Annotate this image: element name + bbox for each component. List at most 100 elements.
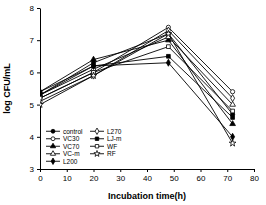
y-tick: 5: [30, 101, 40, 110]
legend-entry: L200: [46, 158, 78, 165]
series-marker: [166, 59, 170, 66]
legend-entry: VC-m: [46, 150, 80, 157]
legend-label: VC70: [63, 143, 80, 150]
x-tick: 30: [116, 169, 125, 183]
x-tick: 70: [223, 169, 232, 183]
x-axis: 0 10 20 30 40 50 60 70 80: [38, 169, 259, 183]
y-tick-label: 3: [30, 165, 35, 174]
series-line: [40, 40, 233, 124]
y-axis: 3 4 5 6 7 8: [30, 4, 41, 174]
series-line: [40, 31, 233, 102]
legend-label: LJ-m: [107, 135, 121, 142]
x-tick: 10: [63, 169, 72, 183]
y-tick-mark: [37, 8, 40, 9]
legend-label: L270: [107, 128, 122, 135]
series-marker: [231, 116, 235, 120]
legend-entry: WF: [90, 143, 117, 150]
series-marker: [40, 101, 43, 107]
legend-entry: VC70: [46, 143, 80, 150]
y-tick: 8: [30, 4, 40, 13]
x-tick: 20: [90, 169, 99, 183]
series-line: [40, 34, 233, 143]
y-tick-label: 7: [30, 36, 35, 45]
x-tick-mark: [254, 169, 255, 172]
legend-marker: [51, 129, 55, 133]
y-tick: 6: [30, 68, 40, 77]
x-tick-label: 10: [63, 174, 72, 183]
legend-marker: [51, 158, 55, 164]
legend-marker: [51, 137, 55, 141]
y-tick-mark: [37, 105, 40, 106]
series-marker: [165, 30, 172, 36]
y-tick-label: 6: [30, 68, 35, 77]
y-tick-label: 8: [30, 4, 35, 13]
x-tick-label: 30: [116, 174, 125, 183]
x-tick-label: 70: [223, 174, 232, 183]
series-line: [40, 63, 233, 137]
x-tick-mark: [201, 169, 202, 172]
series-marker: [231, 95, 235, 102]
legend: controlVC30VC70VC-mL200 L270LJ-mWFRF: [46, 128, 122, 165]
series-marker: [231, 109, 235, 113]
legend-label: control: [63, 128, 83, 135]
series-marker: [90, 72, 97, 78]
legend-marker: [94, 150, 100, 156]
data-area: [40, 25, 236, 146]
x-tick-mark: [67, 169, 68, 172]
plot: 0 10 20 30 40 50 60 70 80 3 4 5 6 7 8 controlVC30VC70VC…: [30, 4, 260, 183]
legend-label: WF: [107, 143, 117, 150]
x-tick-mark: [227, 169, 228, 172]
legend-entry: LJ-m: [90, 135, 121, 142]
legend-label: RF: [107, 150, 116, 157]
legend-label: VC30: [63, 135, 80, 142]
series-marker: [40, 96, 42, 100]
x-tick-label: 20: [90, 174, 99, 183]
series-marker: [91, 56, 97, 61]
y-tick-mark: [37, 137, 40, 138]
legend-marker: [50, 151, 55, 156]
legend-marker: [95, 137, 98, 140]
x-tick-label: 40: [143, 174, 152, 183]
legend-marker: [95, 145, 98, 148]
legend-entry: L270: [90, 128, 122, 135]
series-marker: [230, 90, 234, 94]
legend-entry: control: [46, 128, 83, 135]
x-tick-label: 80: [250, 174, 259, 183]
y-tick-mark: [37, 40, 40, 41]
x-tick-mark: [174, 169, 175, 172]
x-tick-label: 0: [38, 174, 43, 183]
series-marker: [167, 45, 171, 49]
x-axis-title: Incubation time(h): [108, 191, 186, 201]
x-tick: 80: [250, 169, 259, 183]
legend-label: L200: [63, 158, 78, 165]
y-tick: 3: [30, 165, 40, 174]
legend-marker: [95, 128, 99, 134]
series-marker: [229, 140, 236, 146]
y-axis-title: log CFU/mL: [2, 63, 12, 114]
series-line: [40, 56, 233, 117]
series-line: [40, 47, 233, 111]
x-tick-label: 50: [170, 174, 179, 183]
x-tick-mark: [94, 169, 95, 172]
series-marker: [230, 121, 236, 126]
x-tick: 40: [143, 169, 152, 183]
y-tick: 7: [30, 36, 40, 45]
x-tick: 0: [38, 169, 43, 183]
chart: 0 10 20 30 40 50 60 70 80 3 4 5 6 7 8 controlVC30VC70VC…: [0, 0, 266, 205]
x-tick: 60: [197, 169, 206, 183]
y-tick-mark: [37, 72, 40, 73]
x-tick-mark: [147, 169, 148, 172]
y-tick-label: 5: [30, 101, 35, 110]
y-tick: 4: [30, 133, 40, 142]
series-marker: [40, 96, 42, 100]
series-marker: [92, 64, 96, 68]
legend-label: VC-m: [63, 150, 80, 157]
legend-entry: VC30: [46, 135, 80, 142]
y-tick-label: 4: [30, 133, 35, 142]
x-tick: 50: [170, 169, 179, 183]
x-tick-mark: [120, 169, 121, 172]
legend-marker: [50, 143, 55, 148]
series-marker: [167, 54, 171, 58]
series-marker: [91, 62, 95, 69]
y-tick-mark: [37, 169, 40, 170]
